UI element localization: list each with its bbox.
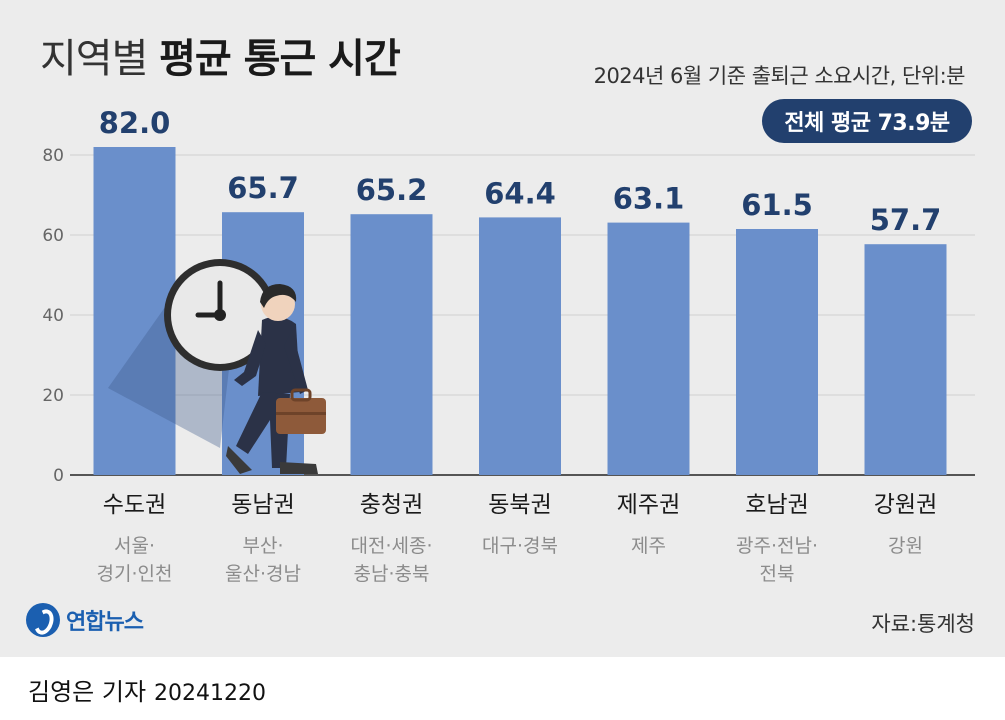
bar	[736, 229, 818, 475]
category-sublabel: 전북	[760, 563, 795, 585]
category-sublabel: 경기·인천	[97, 563, 173, 585]
logo-text: 연합뉴스	[66, 610, 144, 635]
category-label: 동북권	[488, 492, 551, 518]
bar	[93, 147, 176, 475]
category-sublabel: 부산·	[243, 535, 284, 557]
y-tick-label: 40	[42, 306, 64, 326]
author: 김영은 기자	[28, 678, 147, 706]
bar	[864, 244, 947, 475]
category-sublabel: 대전·세종·	[351, 535, 433, 557]
y-tick-label: 80	[42, 146, 64, 166]
title-bold: 평균 통근 시간	[159, 36, 401, 82]
category-sublabel: 대구·경북	[482, 535, 558, 557]
source-note: 자료:통계청	[871, 612, 975, 636]
category-label: 제주권	[617, 492, 680, 518]
data-label: 65.2	[356, 173, 428, 207]
infographic-card: 지역별 평균 통근 시간 2024년 6월 기준 출퇴근 소요시간, 단위:분 …	[0, 0, 1005, 657]
category-label: 강원권	[874, 492, 937, 518]
category-sublabel: 제주	[631, 535, 666, 557]
category-label: 수도권	[103, 492, 166, 518]
category-sublabel: 울산·경남	[225, 563, 301, 585]
category-sublabel: 충남·충북	[354, 563, 430, 585]
data-label: 64.4	[484, 176, 556, 210]
data-label: 61.5	[741, 188, 813, 222]
category-label: 동남권	[231, 492, 294, 518]
category-sublabel: 광주·전남·	[736, 535, 818, 557]
bar	[350, 214, 433, 475]
data-label: 63.1	[613, 182, 685, 216]
chart-subtitle: 2024년 6월 기준 출퇴근 소요시간, 단위:분	[593, 64, 966, 88]
y-axis-ticks: 0 20 40 60 80	[42, 146, 64, 486]
bar	[607, 222, 690, 475]
data-label: 82.0	[99, 106, 171, 140]
y-tick-label: 0	[53, 466, 64, 486]
page-title: 지역별 평균 통근 시간	[40, 26, 401, 84]
yonhap-logo-icon	[26, 603, 60, 637]
bar	[479, 217, 561, 475]
title-light: 지역별	[40, 36, 148, 82]
commuter-with-clock-icon	[108, 259, 326, 474]
data-label: 57.7	[870, 203, 942, 237]
category-label: 호남권	[745, 492, 808, 518]
byline: 김영은 기자 20241220	[28, 672, 266, 707]
brand-logo: 연합뉴스	[26, 600, 144, 640]
bar-chart: 0 20 40 60 80 82.0 65.7 65.2 64.4 63.1 61.5 57.7	[42, 106, 975, 585]
average-badge: 전체 평균 73.9분	[762, 99, 972, 143]
y-tick-label: 60	[42, 226, 64, 246]
category-sublabel: 강원	[888, 535, 923, 557]
y-tick-label: 20	[42, 386, 64, 406]
data-label: 65.7	[227, 171, 299, 205]
category-label: 충청권	[360, 492, 423, 518]
category-sublabel: 서울·	[114, 535, 155, 557]
publish-date: 20241220	[154, 681, 267, 706]
